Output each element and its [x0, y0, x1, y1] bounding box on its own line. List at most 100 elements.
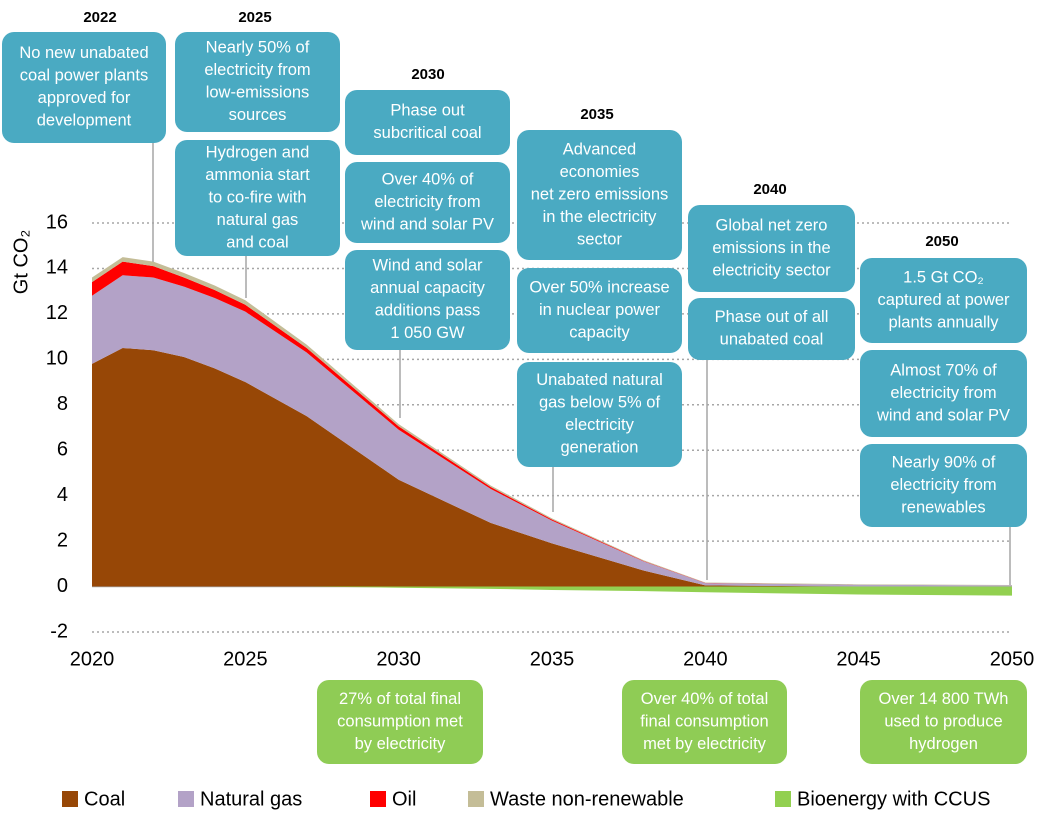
note-text: Advanced: [563, 140, 636, 158]
note-text: electricity from: [890, 476, 996, 494]
y-tick-label: 12: [46, 302, 68, 324]
note-text: Nearly 90% of: [892, 453, 996, 471]
note-text: sector: [577, 230, 622, 248]
legend-swatch: [468, 791, 484, 807]
note-text: by electricity: [355, 735, 447, 753]
x-tick-label: 2035: [530, 648, 575, 670]
note-text: Over 40% of total: [641, 690, 768, 708]
note-box: [688, 205, 855, 292]
note-box: [860, 350, 1027, 437]
note-box: [860, 258, 1027, 343]
area: [92, 586, 1012, 596]
y-tick-label: -2: [50, 620, 68, 642]
note-text: 1 050 GW: [390, 324, 465, 342]
year-label: 2040: [753, 181, 786, 198]
note-text: approved for: [38, 89, 131, 107]
note-box: [688, 298, 855, 360]
area: [92, 275, 1012, 587]
note-text: renewables: [901, 498, 985, 516]
note-box: [860, 444, 1027, 527]
legend-label: Natural gas: [200, 788, 302, 810]
y-tick-label: 8: [57, 393, 68, 415]
note-text: Over 50% increase: [529, 278, 669, 296]
note-text: Phase out of all: [715, 308, 829, 326]
year-label: 2050: [925, 233, 958, 250]
x-tick-label: 2025: [223, 648, 268, 670]
note-text: electricity from: [374, 193, 480, 211]
note-text: low-emissions: [206, 84, 310, 102]
area: [92, 261, 1012, 586]
note-text: in the electricity: [543, 208, 657, 226]
y-tick-label: 10: [46, 348, 68, 370]
note-text: 27% of total final: [339, 690, 461, 708]
note-text: capacity: [569, 323, 630, 341]
year-label: 2025: [238, 9, 271, 26]
note-text: net zero emissions: [531, 185, 669, 203]
note-box: [317, 680, 483, 764]
legend-label: Bioenergy with CCUS: [797, 788, 990, 810]
note-text: coal power plants: [20, 67, 148, 85]
note-text: Hydrogen and: [206, 143, 310, 161]
note-box: [517, 268, 682, 353]
year-label: 2030: [411, 66, 444, 83]
note-text: wind and solar PV: [876, 406, 1010, 424]
note-text: used to produce: [884, 712, 1002, 730]
y-tick-label: 4: [57, 484, 68, 506]
note-text: 1.5 Gt CO₂: [903, 268, 984, 286]
legend-swatch: [178, 791, 194, 807]
note-box: [175, 32, 340, 132]
x-tick-label: 2030: [376, 648, 421, 670]
y-tick-label: 14: [46, 257, 68, 279]
note-text: Global net zero: [716, 216, 828, 234]
x-tick-label: 2045: [836, 648, 881, 670]
note-text: electricity sector: [712, 261, 831, 279]
note-box: [345, 90, 510, 155]
note-text: electricity: [565, 416, 635, 434]
legend-label: Coal: [84, 788, 125, 810]
x-tick-label: 2040: [683, 648, 728, 670]
note-text: economies: [560, 163, 640, 181]
year-label: 2035: [580, 106, 613, 123]
legend-label: Waste non-renewable: [490, 788, 684, 810]
note-text: captured at power: [877, 291, 1010, 309]
note-text: Phase out: [390, 102, 465, 120]
note-box: [517, 130, 682, 260]
note-text: emissions in the: [712, 239, 830, 257]
note-text: Wind and solar: [372, 257, 483, 275]
note-box: [175, 140, 340, 256]
note-text: No new unabated: [19, 44, 148, 62]
note-text: hydrogen: [909, 735, 978, 753]
note-text: met by electricity: [643, 735, 767, 753]
note-text: natural gas: [217, 211, 299, 229]
note-text: gas below 5% of: [539, 394, 660, 412]
note-text: electricity from: [890, 384, 996, 402]
note-text: subcritical coal: [373, 124, 481, 142]
note-text: unabated coal: [720, 331, 824, 349]
note-text: sources: [229, 106, 287, 124]
note-text: Over 40% of: [382, 170, 474, 188]
note-text: ammonia start: [205, 166, 310, 184]
note-text: additions pass: [375, 302, 481, 320]
note-text: annual capacity: [370, 279, 485, 297]
note-text: generation: [561, 439, 639, 457]
note-box: [517, 362, 682, 467]
year-label: 2022: [83, 9, 116, 26]
note-text: final consumption: [640, 712, 768, 730]
legend-swatch: [62, 791, 78, 807]
note-box: [860, 680, 1027, 764]
y-tick-label: 16: [46, 211, 68, 233]
y-axis-label: Gt CO₂: [10, 230, 32, 294]
area: [92, 347, 1012, 587]
note-text: wind and solar PV: [360, 215, 494, 233]
note-box: [345, 162, 510, 243]
y-tick-label: 6: [57, 439, 68, 461]
note-text: development: [37, 112, 132, 130]
note-text: in nuclear power: [539, 301, 661, 319]
y-tick-label: 0: [57, 575, 68, 597]
note-text: and coal: [226, 233, 288, 251]
note-text: Almost 70% of: [890, 361, 997, 379]
note-box: [345, 250, 510, 350]
note-text: Unabated natural: [536, 371, 663, 389]
note-text: to co-fire with: [208, 188, 306, 206]
